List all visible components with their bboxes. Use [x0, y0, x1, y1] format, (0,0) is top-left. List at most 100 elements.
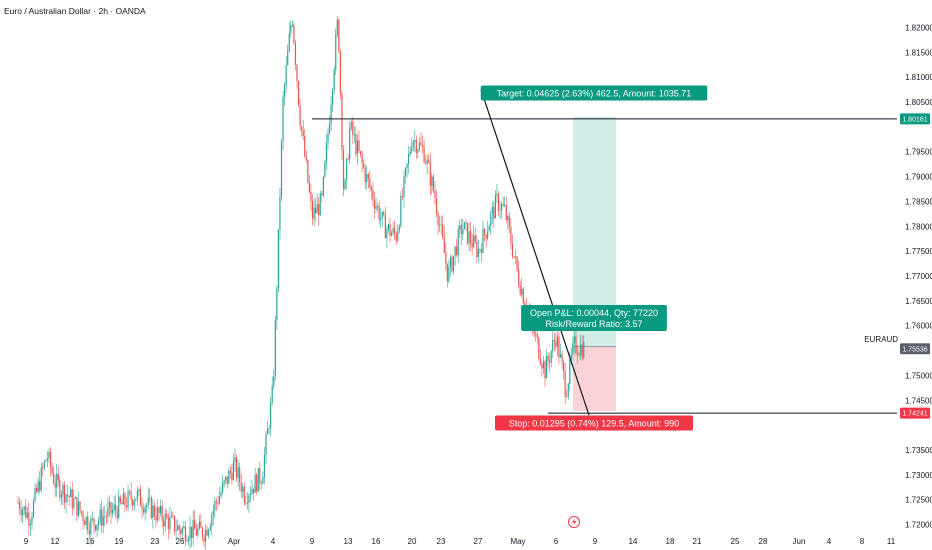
candle — [153, 501, 155, 520]
stop-zone — [573, 346, 616, 411]
candle — [397, 223, 399, 243]
price-axis[interactable]: 1.82000 1.81500 1.81000 1.80500 1.79500 1.790… — [864, 23, 932, 529]
candle — [155, 506, 157, 528]
candle — [395, 231, 397, 245]
candle — [60, 490, 62, 506]
candle — [122, 488, 124, 505]
candle — [408, 146, 410, 174]
candle — [439, 216, 441, 232]
candle — [392, 222, 394, 236]
time-axis[interactable]: 9 12 16 19 23 26 Apr 4 9 13 16 20 23 27 May 6 9 14 18 21 25 2… — [24, 537, 896, 546]
y-tick-label: 1.77500 — [905, 247, 932, 256]
x-tick-label: 25 — [731, 537, 740, 546]
candle — [454, 246, 456, 266]
candle — [127, 484, 129, 512]
candle — [401, 188, 403, 200]
candle — [327, 127, 329, 151]
candle — [471, 234, 473, 256]
candle — [366, 165, 368, 190]
open-pl-label[interactable]: Open P&L: 0.00044, Qty: 77220Risk/Reward… — [521, 305, 667, 331]
lightning-icon[interactable] — [568, 516, 580, 528]
candle — [339, 48, 341, 100]
candle — [177, 519, 179, 531]
y-tick-label: 1.78500 — [905, 197, 932, 206]
candle — [107, 497, 109, 523]
candle — [253, 488, 255, 501]
x-tick-label: 12 — [51, 537, 60, 546]
candle — [321, 190, 323, 203]
candle — [93, 517, 95, 535]
candle — [57, 466, 59, 487]
candle — [417, 147, 419, 159]
candle — [136, 486, 138, 506]
candle — [425, 154, 427, 165]
candle — [82, 510, 84, 530]
candle — [431, 172, 433, 195]
candle — [460, 218, 462, 246]
candle — [18, 497, 21, 516]
candle — [102, 506, 104, 534]
candle — [68, 494, 70, 506]
x-tick-label: 18 — [666, 537, 675, 546]
candle — [361, 150, 363, 173]
candle — [538, 336, 540, 361]
candle — [468, 223, 470, 252]
candle — [372, 182, 374, 207]
x-tick-label: 20 — [408, 537, 417, 546]
candle — [400, 191, 402, 228]
candle — [118, 489, 120, 520]
symbol-label: EURAUD — [864, 335, 898, 344]
candle — [333, 66, 335, 95]
candle — [110, 501, 112, 524]
trend-line[interactable] — [480, 89, 590, 416]
target-label[interactable]: Target: 0.04625 (2.63%) 462.5, Amount: 1… — [480, 85, 708, 101]
candle — [288, 22, 290, 53]
candle — [164, 508, 166, 533]
candle — [282, 90, 284, 150]
open-pl-label-text: Open P&L: 0.00044, Qty: 77220 — [530, 308, 658, 318]
candle — [435, 189, 438, 218]
candle — [218, 486, 221, 506]
candle — [260, 480, 262, 490]
candle — [259, 462, 261, 491]
stop-label[interactable]: Stop: 0.01295 (0.74%) 129.5, Amount: 990 — [495, 415, 693, 431]
candle — [217, 495, 219, 509]
candle — [88, 521, 90, 540]
candle — [294, 39, 297, 71]
candle — [332, 87, 334, 112]
y-tick-label: 1.72000 — [905, 521, 932, 530]
candle — [518, 260, 520, 289]
x-tick-label: 16 — [86, 537, 95, 546]
y-tick-label: 1.78000 — [905, 222, 932, 231]
candle — [381, 211, 383, 227]
candle — [104, 505, 106, 527]
candle — [572, 336, 574, 362]
candle — [208, 528, 210, 539]
stop-label-text: Stop: 0.01295 (0.74%) 129.5, Amount: 990 — [509, 419, 680, 429]
candle — [373, 191, 376, 219]
candle — [26, 507, 28, 520]
candle — [40, 462, 42, 494]
y-tick-label: 1.79000 — [905, 173, 932, 182]
candle — [296, 63, 298, 89]
candle — [398, 223, 400, 234]
candle — [167, 513, 169, 540]
candle — [583, 335, 585, 360]
candle — [285, 56, 287, 93]
candle — [121, 498, 123, 505]
candle — [25, 499, 27, 520]
candle — [147, 487, 149, 510]
candle — [226, 476, 228, 489]
candle — [442, 216, 444, 240]
candle — [375, 197, 377, 214]
candle — [135, 498, 137, 502]
candle — [549, 353, 551, 373]
candle — [463, 221, 465, 230]
candle — [466, 222, 469, 246]
candle — [474, 227, 476, 244]
candle — [367, 172, 369, 189]
candle — [325, 133, 328, 171]
candle — [222, 475, 224, 495]
